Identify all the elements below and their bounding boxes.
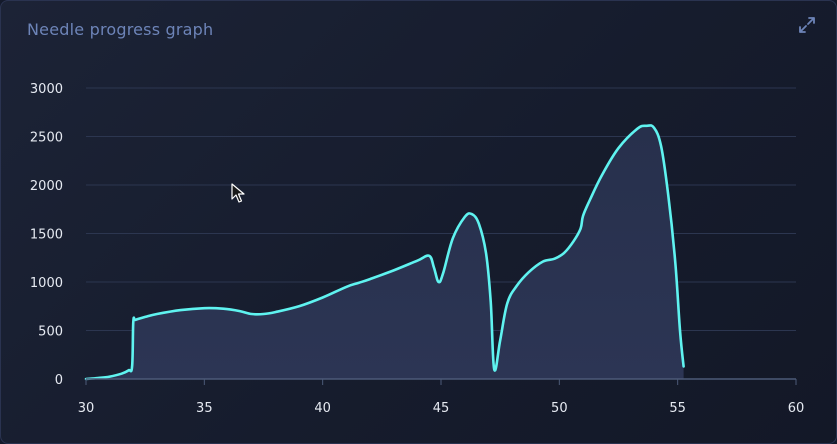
x-tick-label-45: 45	[433, 401, 450, 416]
x-tick-label-55: 55	[669, 401, 686, 416]
y-tick-label-0: 0	[55, 373, 63, 388]
y-tick-label-2500: 2500	[30, 131, 63, 146]
y-tick-label-1500: 1500	[30, 228, 63, 243]
x-tick-label-50: 50	[551, 401, 568, 416]
tick-labels: 0 500 1000 1500 2000 2500 3000 30 35 40 45 50 55 60	[30, 82, 804, 416]
x-tick-label-60: 60	[788, 401, 805, 416]
mouse-pointer-icon	[231, 183, 245, 203]
area-layer	[84, 124, 685, 381]
y-tick-label-1000: 1000	[30, 276, 63, 291]
y-tick-label-2000: 2000	[30, 179, 63, 194]
axes	[85, 378, 797, 385]
y-tick-label-500: 500	[38, 325, 63, 340]
chart-title: Needle progress graph	[27, 20, 214, 39]
expand-icon[interactable]	[797, 15, 817, 35]
y-tick-label-3000: 3000	[30, 82, 63, 97]
series-line	[84, 124, 685, 381]
x-tick-label-30: 30	[78, 401, 95, 416]
x-tick-label-35: 35	[196, 401, 213, 416]
x-tick-label-40: 40	[314, 401, 331, 416]
series-area	[86, 125, 684, 380]
